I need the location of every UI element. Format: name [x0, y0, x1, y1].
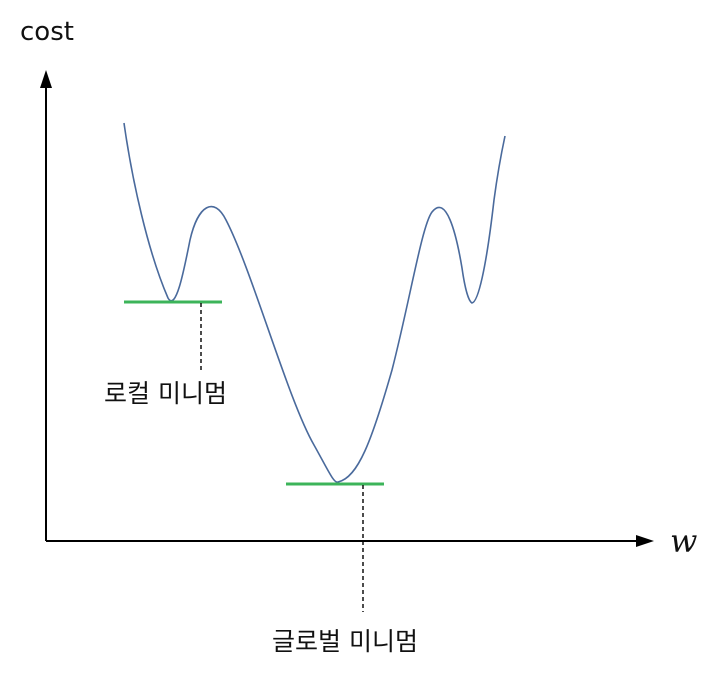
- x-axis-arrowhead: [636, 535, 654, 547]
- y-axis-arrowhead: [40, 70, 52, 88]
- y-axis-label: cost: [20, 17, 74, 47]
- x-axis-label: w: [670, 522, 697, 560]
- global-minimum-label: 글로벌 미니멈: [272, 627, 418, 656]
- local-minimum-label: 로컬 미니멈: [104, 379, 227, 408]
- cost-curve: [123, 122, 506, 483]
